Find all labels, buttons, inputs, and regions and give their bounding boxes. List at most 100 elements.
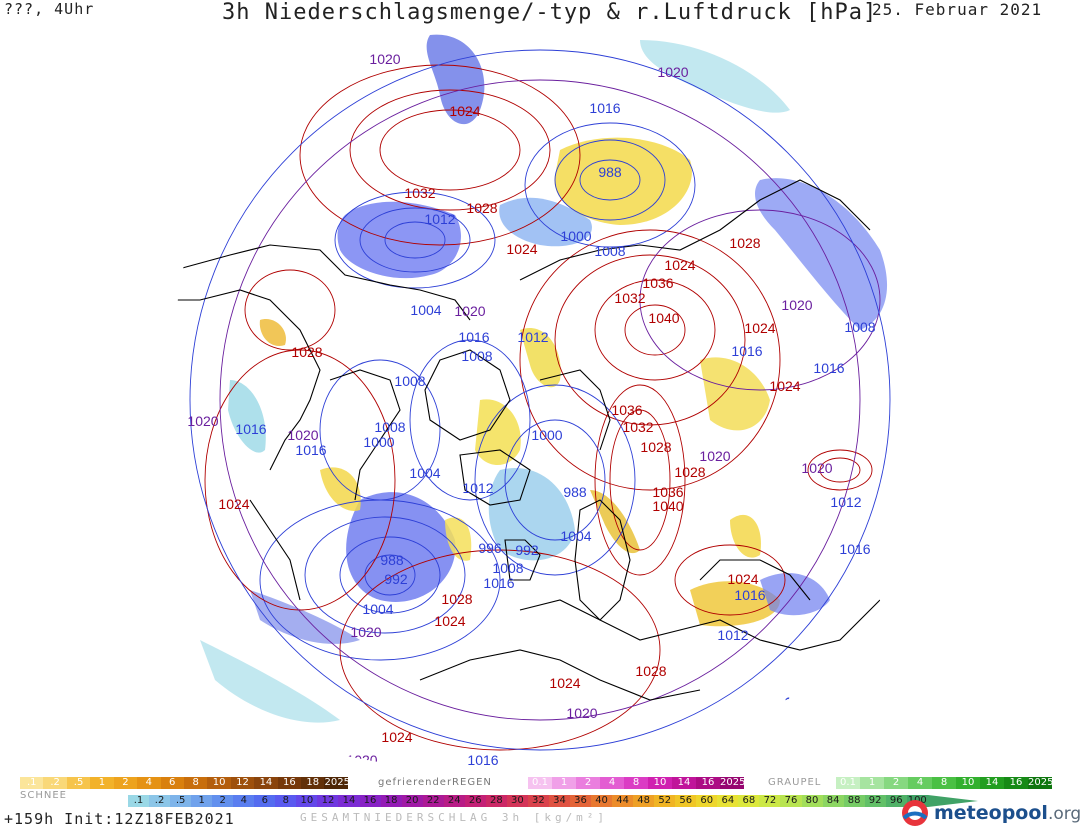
map-title: 3h Niederschlagsmenge/-typ & r.Luftdruck… — [222, 0, 878, 25]
legend-step: 0.1 — [836, 777, 860, 789]
isobar-label: 992 — [384, 571, 408, 587]
legend-step: 18 — [301, 777, 325, 789]
legend-step: 64 — [717, 795, 739, 807]
brand-tld: .org — [1047, 804, 1080, 824]
isobar-label: 1028 — [466, 200, 497, 216]
isobar-label: 1040 — [648, 310, 679, 326]
legend-step: 2 — [212, 795, 234, 807]
legend-step: 10 — [648, 777, 672, 789]
legend-step: 48 — [633, 795, 655, 807]
isobar-label: 1016 — [467, 752, 498, 768]
legend-step: 16 — [696, 777, 720, 789]
legend-step: 8 — [275, 795, 297, 807]
legend-step: 72 — [759, 795, 781, 807]
legend-step: 44 — [612, 795, 634, 807]
legend-step: 1 — [90, 777, 114, 789]
isobar-label: 1000 — [560, 228, 591, 244]
run-info: +159h Init:12Z18FEB2021 — [4, 810, 235, 828]
legend-step: 1 — [860, 777, 884, 789]
isobar-label: 1016 — [235, 421, 266, 437]
isobar-label: 1008 — [461, 348, 492, 364]
isobar-label: 1024 — [549, 675, 580, 691]
isobar-label: 1016 — [458, 329, 489, 345]
isobar-label: 996 — [478, 540, 502, 556]
legend-step: 2025+ — [720, 777, 744, 789]
isobar-label: 1020 — [369, 51, 400, 67]
brand[interactable]: meteopool.org — [900, 798, 1080, 828]
isobar-label: 1008 — [844, 319, 875, 335]
legend-step: 0.1 — [528, 777, 552, 789]
legend-step: .2 — [149, 795, 171, 807]
legend-step: 10 — [296, 795, 318, 807]
legend-step: 4 — [233, 795, 255, 807]
isobar-label: 1036 — [642, 275, 673, 291]
legend-step: 8 — [183, 777, 208, 789]
legend-step: 16 — [1004, 777, 1028, 789]
isobar-label: 1004 — [410, 302, 441, 318]
legend-step: 96 — [885, 795, 907, 807]
isobar-label: 1012 — [424, 211, 455, 227]
legend-step: 18 — [380, 795, 402, 807]
isobar-label: 1012 — [830, 494, 861, 510]
isobar-label: 1012 — [462, 480, 493, 496]
legend-step: 22 — [422, 795, 444, 807]
isobar-label: 1000 — [531, 427, 562, 443]
isobar-label: 1008 — [594, 243, 625, 259]
isobar-label: 1004 — [560, 528, 591, 544]
legend-step: .1 — [20, 777, 44, 789]
isobar-label: 1008 — [374, 419, 405, 435]
legend-step: 4 — [600, 777, 624, 789]
legend-step: 88 — [843, 795, 865, 807]
isobar-label: 1020 — [454, 303, 485, 319]
isobar-label: 1032 — [614, 290, 645, 306]
legend-step: 2025+ — [324, 777, 348, 789]
isobar-label: 1024 — [449, 103, 480, 119]
isobar-label: 988 — [598, 164, 622, 180]
isobar-label: 1024 — [664, 257, 695, 273]
legend-step: 2 — [576, 777, 600, 789]
legend-step: 4 — [908, 777, 932, 789]
legend-step: 52 — [654, 795, 676, 807]
legend-step: 12 — [230, 777, 255, 789]
legend-step: 2025+ — [1028, 777, 1052, 789]
legend-step: 26 — [464, 795, 486, 807]
total-precip-label: GESAMTNIEDERSCHLAG 3h [kg/m²] — [300, 811, 609, 824]
isobar-label: 1020 — [781, 297, 812, 313]
isobar-label: 1016 — [784, 694, 815, 710]
legend-step: .1 — [128, 795, 150, 807]
isobar-label: 1028 — [635, 663, 666, 679]
weather-map: 1020 1024 1020 1016 988 1032 1028 1012 1… — [171, 34, 891, 768]
isobar-label: 1020 — [566, 705, 597, 721]
legend-step: 40 — [591, 795, 613, 807]
legend-step: .5 — [66, 777, 91, 789]
legend-step: 1 — [191, 795, 213, 807]
isobar-label: 1016 — [731, 343, 762, 359]
map-domain: 1020 1024 1020 1016 988 1032 1028 1012 1… — [171, 34, 891, 768]
isobar-label: 1020 — [187, 413, 218, 429]
legend-step: 28 — [485, 795, 507, 807]
isobar-label: 1016 — [295, 442, 326, 458]
isobar-label: 1004 — [362, 601, 393, 617]
isobar-label: 1020 — [801, 460, 832, 476]
legend-graupel-label: GRAUPEL — [768, 777, 822, 788]
isobar-label: 1008 — [394, 373, 425, 389]
isobar-label: 1012 — [517, 329, 548, 345]
isobar-label: 1024 — [744, 320, 775, 336]
isobar-label: 1012 — [717, 627, 748, 643]
legend-step: 14 — [980, 777, 1004, 789]
isobar-label: 1032 — [404, 185, 435, 201]
legend-step: 60 — [696, 795, 718, 807]
legend-step: 10 — [207, 777, 231, 789]
coastlines — [171, 179, 881, 701]
isobar-label: 1028 — [640, 439, 671, 455]
isobar-label: 1024 — [434, 613, 465, 629]
isobar-label: 1016 — [483, 575, 514, 591]
legend-total: .1.2.5 1 2 4 6 8 10 12 14 16 18 20 22 24 26 28 30 32 34 36 4… — [128, 795, 928, 807]
isobars — [189, 49, 891, 751]
legend-step: 4 — [137, 777, 161, 789]
isobar-label: 1004 — [409, 465, 440, 481]
legend-step: .2 — [43, 777, 67, 789]
isobar-label: 988 — [380, 552, 404, 568]
